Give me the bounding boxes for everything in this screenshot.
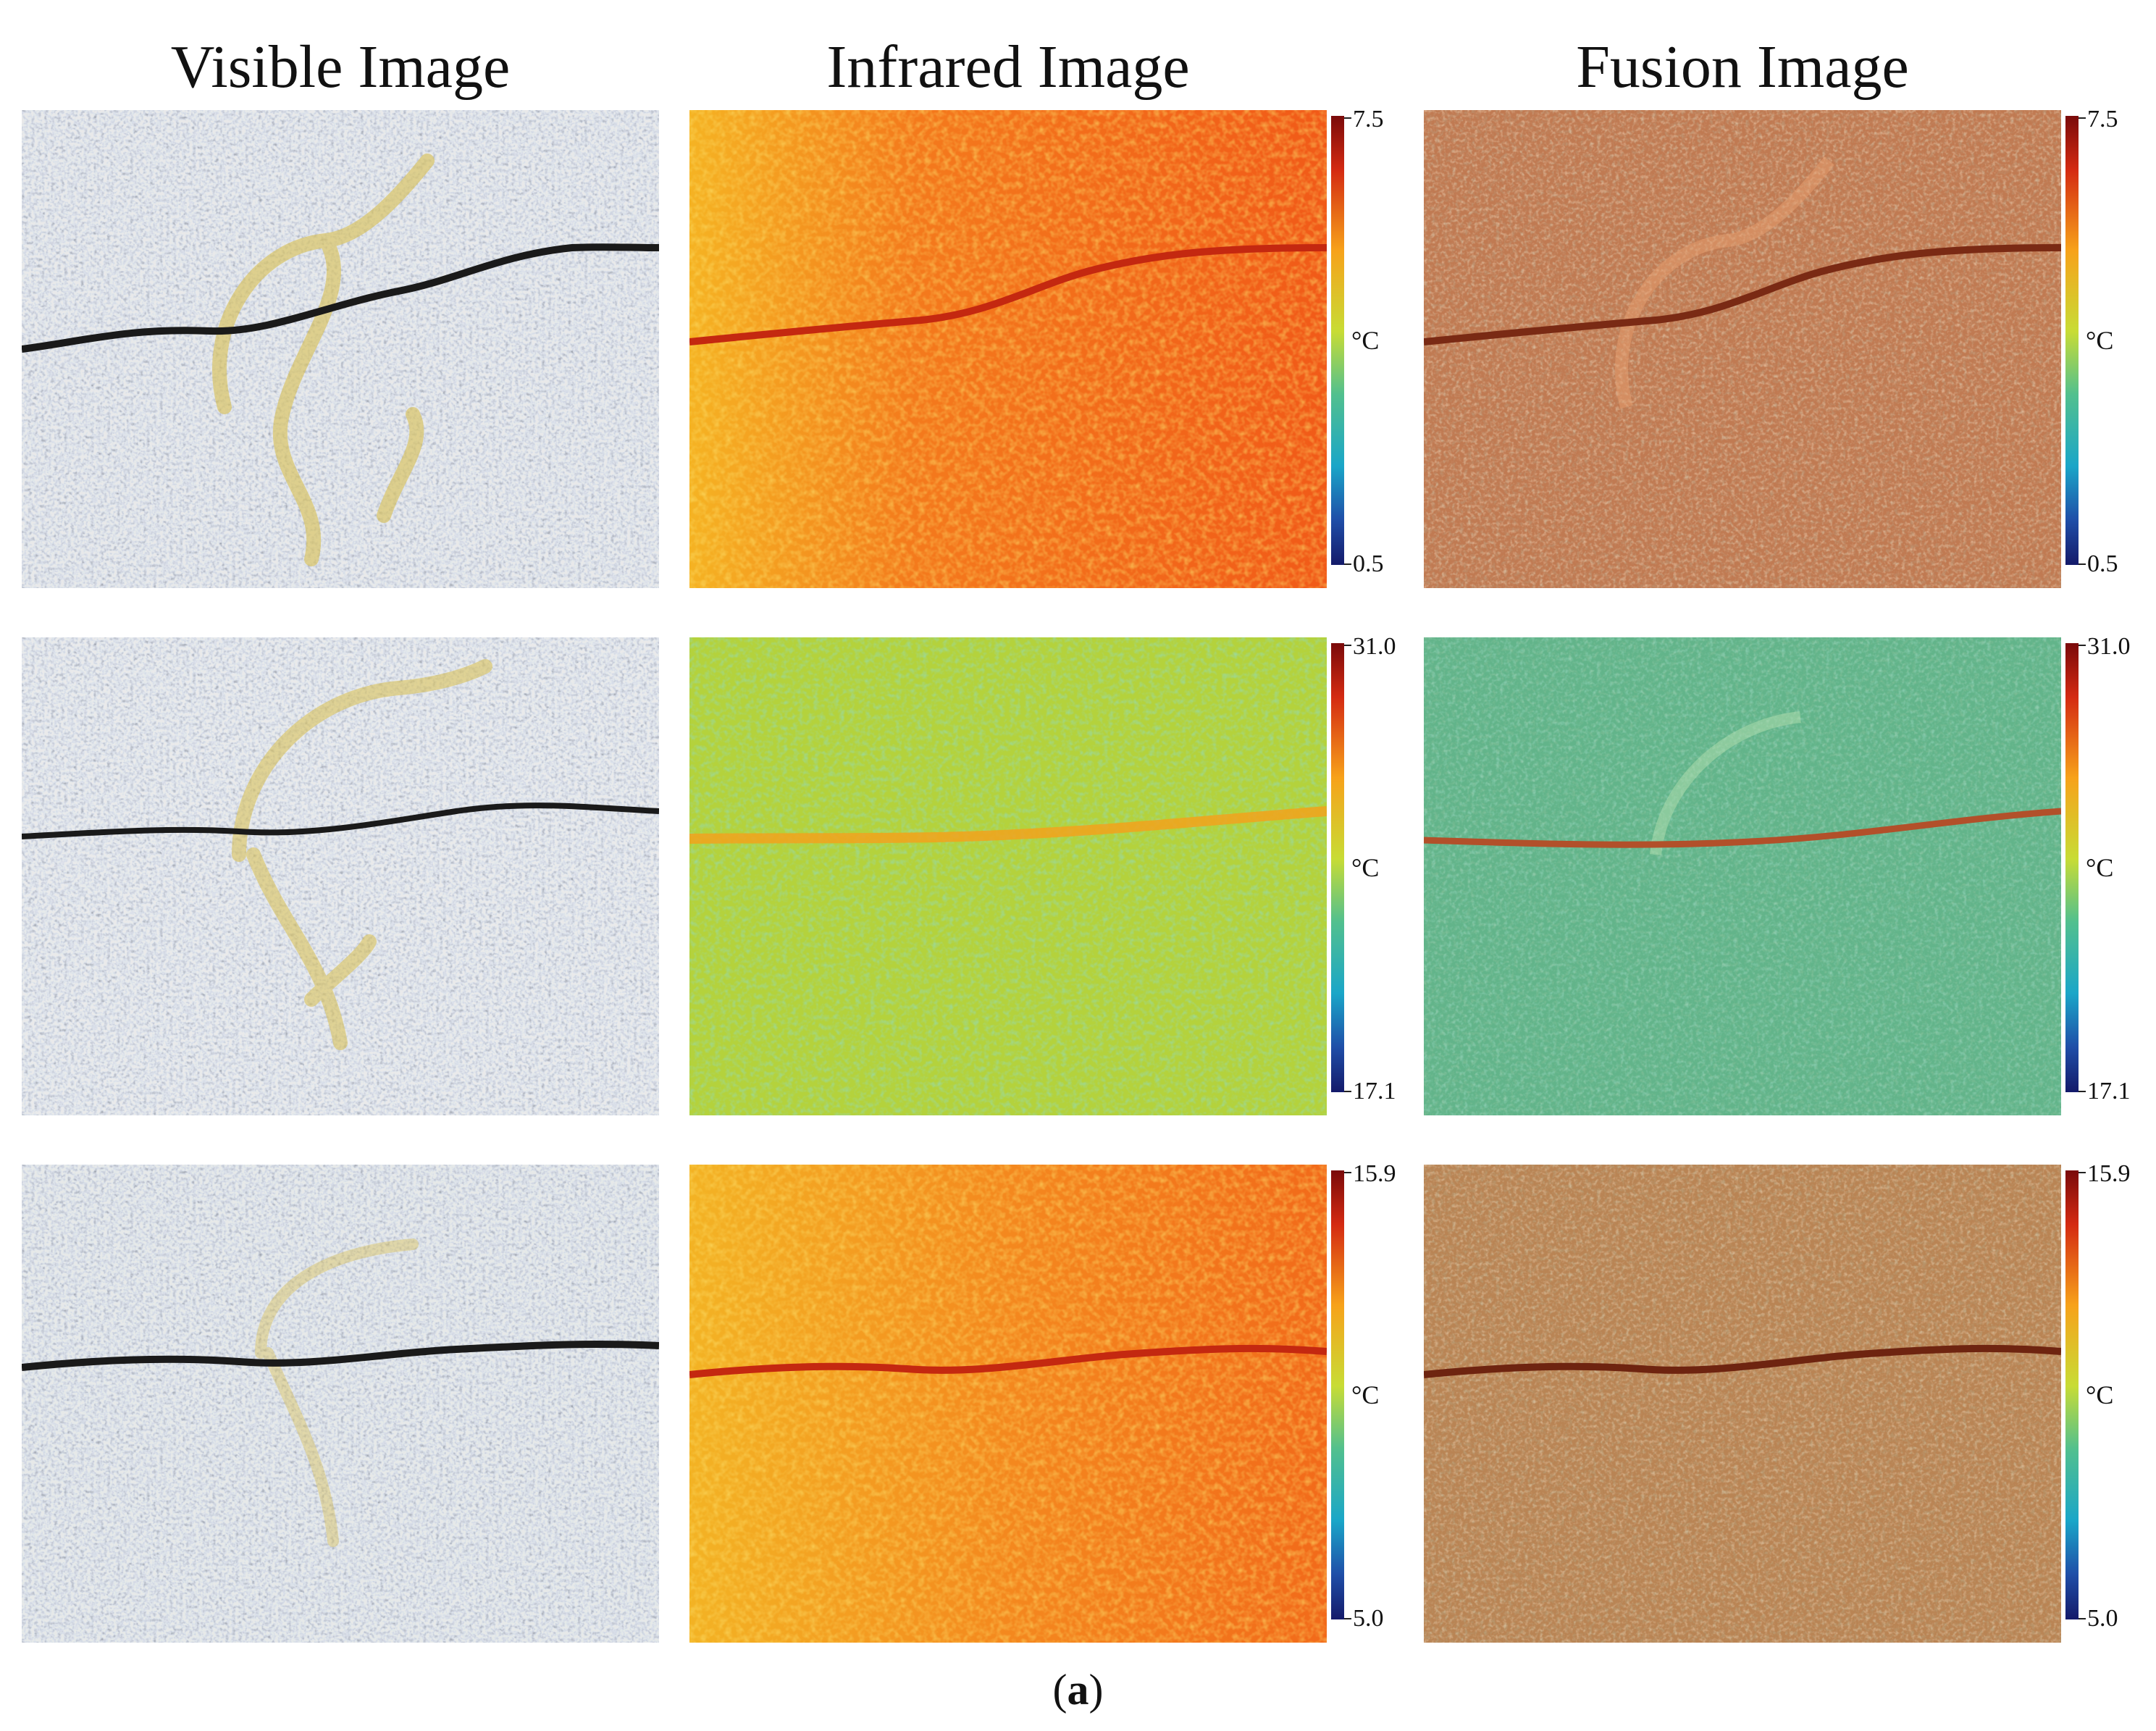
fusion-colorbar-row-1	[2065, 116, 2079, 565]
fusion-colorbar-unit-row-1: °C	[2086, 326, 2114, 355]
infrared-colorbar-min-row-3: 5.0	[1353, 1605, 1384, 1632]
infrared-colorbar-row-1	[1331, 116, 1344, 565]
fusion-colorbar-row-3	[2065, 1170, 2079, 1619]
fusion-colorbar-unit-row-3: °C	[2086, 1380, 2114, 1409]
fusion-colorbar-max-row-1: 7.5	[2087, 106, 2118, 133]
infrared-colorbar-min-row-2: 17.1	[1353, 1078, 1396, 1105]
figure-caption: (a)	[1052, 1666, 1104, 1714]
caption-letter: a	[1067, 1666, 1089, 1714]
fusion-colorbar-max-row-3: 15.9	[2087, 1160, 2131, 1187]
infrared-colorbar-unit-row-1: °C	[1351, 326, 1380, 355]
fusion-image-row-1	[1424, 110, 2061, 588]
infrared-image-row-2	[689, 637, 1327, 1115]
infrared-colorbar-min-row-1: 0.5	[1353, 550, 1384, 577]
infrared-colorbar-max-row-2: 31.0	[1353, 633, 1396, 660]
fusion-image-row-3	[1424, 1165, 2061, 1643]
fusion-colorbar-row-2	[2065, 643, 2079, 1092]
fusion-colorbar-min-row-3: 5.0	[2087, 1605, 2118, 1632]
infrared-colorbar-row-2	[1331, 643, 1344, 1092]
infrared-colorbar-row-3	[1331, 1170, 1344, 1619]
fusion-colorbar-min-row-1: 0.5	[2087, 550, 2118, 577]
infrared-colorbar-max-row-3: 15.9	[1353, 1160, 1396, 1187]
visible-image-row-2	[22, 637, 659, 1115]
fusion-image-row-2	[1424, 637, 2061, 1115]
fusion-colorbar-min-row-2: 17.1	[2087, 1078, 2131, 1105]
visible-image-header: Visible Image	[170, 33, 511, 101]
fusion-image-header: Fusion Image	[1576, 33, 1909, 101]
fusion-colorbar-max-row-2: 31.0	[2087, 633, 2131, 660]
infrared-image-header: Infrared Image	[826, 33, 1190, 101]
infrared-image-row-3	[689, 1165, 1327, 1643]
infrared-colorbar-unit-row-3: °C	[1351, 1380, 1380, 1409]
infrared-colorbar-unit-row-2: °C	[1351, 853, 1380, 882]
fusion-colorbar-unit-row-2: °C	[2086, 853, 2114, 882]
visible-image-row-1	[22, 110, 659, 588]
infrared-colorbar-max-row-1: 7.5	[1353, 106, 1384, 133]
visible-image-row-3	[22, 1165, 659, 1643]
infrared-image-row-1	[689, 110, 1327, 588]
